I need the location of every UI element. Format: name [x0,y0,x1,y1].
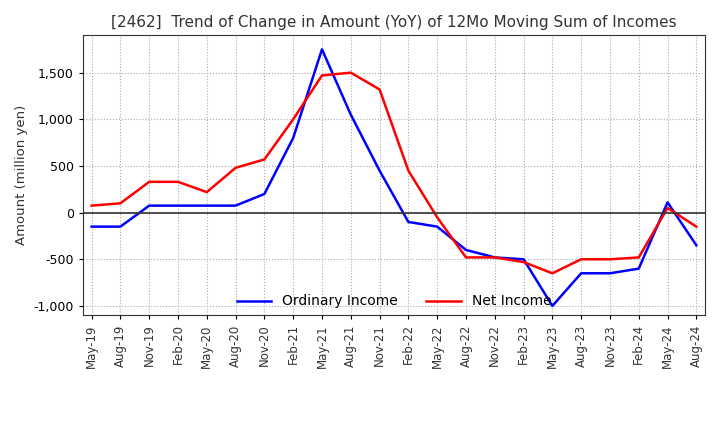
Net Income [318,73,326,78]
Ordinary Income [116,224,125,229]
Ordinary Income [577,271,585,276]
Ordinary Income [346,112,355,117]
Ordinary Income [145,203,153,208]
Net Income [462,255,470,260]
Y-axis label: Amount (million yen): Amount (million yen) [15,105,28,246]
Ordinary Income [202,203,211,208]
Ordinary Income [548,303,557,308]
Net Income [663,205,672,211]
Ordinary Income [87,224,96,229]
Net Income [404,168,413,173]
Ordinary Income [606,271,614,276]
Net Income [231,165,240,170]
Ordinary Income [260,191,269,197]
Title: [2462]  Trend of Change in Amount (YoY) of 12Mo Moving Sum of Incomes: [2462] Trend of Change in Amount (YoY) o… [111,15,677,30]
Ordinary Income [692,242,701,248]
Net Income [289,117,297,122]
Ordinary Income [462,247,470,253]
Ordinary Income [231,203,240,208]
Ordinary Income [289,136,297,141]
Legend: Ordinary Income, Net Income: Ordinary Income, Net Income [231,289,557,314]
Ordinary Income [318,47,326,52]
Net Income [346,70,355,75]
Ordinary Income [404,219,413,224]
Net Income [548,271,557,276]
Net Income [577,257,585,262]
Net Income [145,179,153,184]
Net Income [116,201,125,206]
Line: Ordinary Income: Ordinary Income [91,49,696,306]
Ordinary Income [375,168,384,173]
Ordinary Income [634,266,643,271]
Ordinary Income [490,255,499,260]
Net Income [490,255,499,260]
Ordinary Income [519,257,528,262]
Net Income [174,179,182,184]
Net Income [692,224,701,229]
Net Income [202,190,211,195]
Net Income [433,215,441,220]
Net Income [87,203,96,208]
Net Income [519,260,528,265]
Ordinary Income [174,203,182,208]
Ordinary Income [663,200,672,205]
Net Income [634,255,643,260]
Line: Net Income: Net Income [91,73,696,273]
Ordinary Income [433,224,441,229]
Net Income [606,257,614,262]
Net Income [260,157,269,162]
Net Income [375,87,384,92]
